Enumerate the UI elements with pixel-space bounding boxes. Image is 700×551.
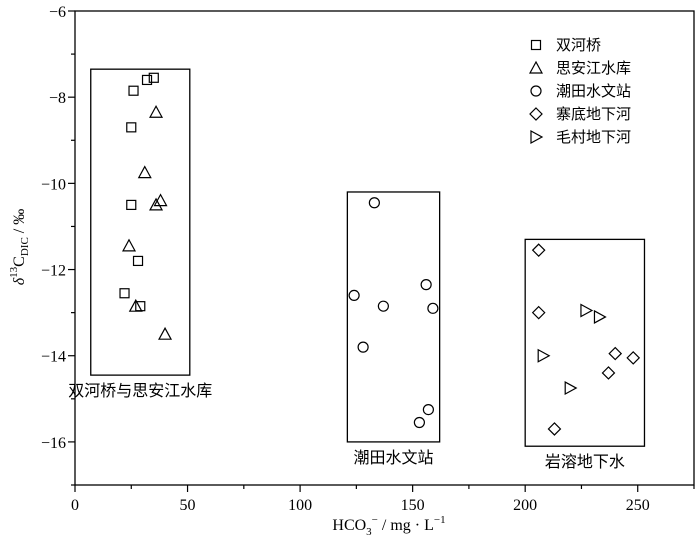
data-point	[132, 255, 144, 267]
legend-marker	[530, 129, 544, 145]
legend-marker	[529, 107, 543, 121]
y-tick-label: −10	[41, 176, 66, 193]
y-axis-title-sup: 13	[8, 266, 20, 278]
data-point	[601, 366, 616, 380]
y-tick-label: −16	[41, 435, 66, 452]
data-point	[608, 346, 623, 361]
data-point	[537, 348, 551, 363]
y-axis-title-c: C	[11, 256, 28, 267]
x-axis-title-sub: 3	[366, 526, 372, 538]
data-point	[126, 199, 137, 211]
group-box	[524, 238, 646, 447]
data-point	[564, 381, 578, 396]
data-point	[626, 351, 641, 365]
y-tick-label: −12	[41, 263, 66, 280]
data-point	[547, 422, 562, 436]
legend-marker	[530, 39, 542, 51]
y-axis-title-sub: DIC	[19, 237, 31, 256]
data-point	[420, 279, 432, 291]
x-axis-title-main: HCO	[332, 517, 366, 534]
x-axis-title-rest: / mg · L	[378, 517, 434, 534]
x-axis-title: HCO3− / mg · L−1	[332, 514, 445, 538]
data-point	[427, 302, 439, 314]
y-axis-title: δ13CDIC / ‰	[8, 209, 31, 286]
data-point	[531, 243, 546, 258]
x-tick-label: 0	[71, 497, 79, 514]
y-tick-label: −8	[49, 90, 66, 107]
legend-label: 潮田水文站	[556, 82, 631, 100]
x-tick-label: 200	[513, 497, 537, 514]
legend-label: 双河桥	[556, 36, 601, 54]
x-axis-title-unit-sup: −1	[434, 514, 446, 526]
data-point	[137, 165, 152, 179]
data-point	[148, 72, 159, 83]
data-point	[149, 105, 164, 118]
data-point	[593, 309, 607, 324]
data-point	[128, 298, 143, 312]
data-point	[128, 85, 139, 96]
data-point	[153, 193, 168, 207]
data-point	[580, 303, 594, 318]
legend-marker	[530, 85, 542, 97]
data-point	[119, 288, 130, 299]
group-label: 双河桥与思安江水库	[68, 381, 212, 400]
plot-frame	[74, 10, 695, 486]
group-label: 潮田水文站	[353, 448, 433, 467]
data-point	[357, 341, 369, 353]
y-axis-title-rest: / ‰	[11, 209, 28, 237]
legend-label: 思安江水库	[556, 59, 631, 77]
data-point	[141, 74, 153, 86]
data-point	[348, 289, 360, 301]
group-box	[90, 68, 191, 376]
y-axis-title-delta: δ	[11, 277, 28, 285]
data-point	[126, 122, 137, 133]
y-tick-label: −14	[41, 349, 66, 366]
data-point	[413, 416, 425, 429]
x-tick-label: 150	[401, 497, 425, 514]
legend-label: 毛村地下河	[556, 128, 631, 146]
group-box	[346, 191, 441, 443]
x-axis-title-sup: −	[372, 514, 378, 526]
data-point	[377, 300, 389, 312]
data-point	[149, 197, 164, 211]
legend-label: 寨底地下河	[556, 105, 631, 123]
y-tick-label: −6	[49, 4, 66, 21]
x-tick-label: 100	[288, 497, 312, 514]
legend-marker	[528, 60, 544, 74]
x-tick-label: 250	[626, 497, 650, 514]
data-point	[158, 326, 173, 340]
group-label: 岩溶地下水	[545, 452, 625, 471]
data-point	[122, 238, 137, 252]
x-tick-label: 50	[180, 497, 196, 514]
data-point	[368, 197, 380, 209]
data-point	[531, 305, 546, 320]
data-point	[422, 403, 434, 416]
